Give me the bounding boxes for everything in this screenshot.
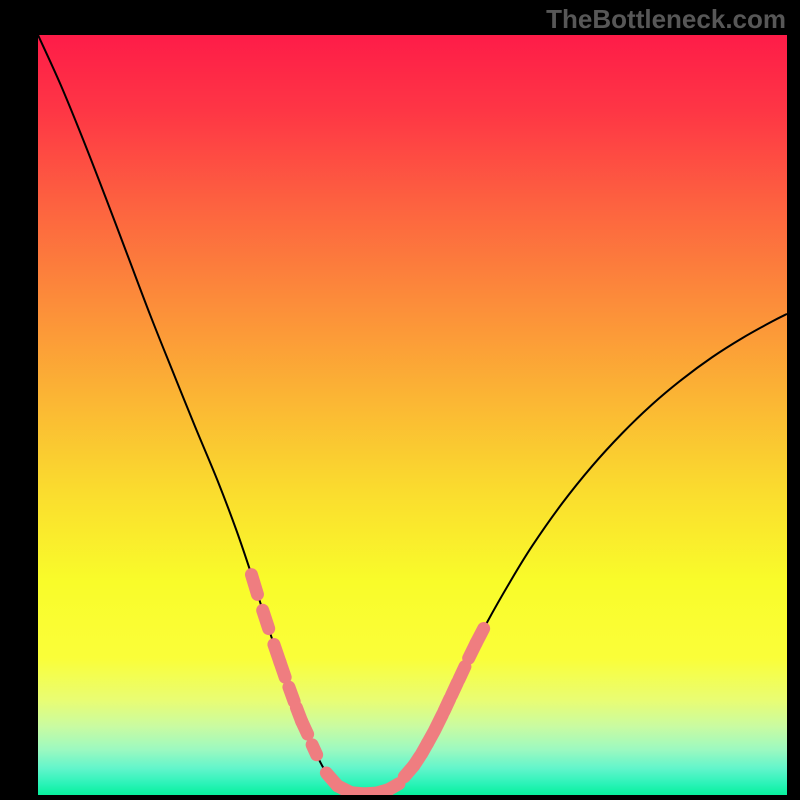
overlay-segment bbox=[263, 610, 269, 628]
bottleneck-curve bbox=[38, 35, 787, 794]
overlay-segment bbox=[476, 629, 483, 643]
overlay-segment bbox=[459, 667, 465, 680]
overlay-segment bbox=[302, 721, 308, 734]
overlay-segment bbox=[289, 687, 294, 701]
overlay-segment bbox=[280, 662, 285, 677]
curve-svg bbox=[38, 35, 787, 795]
overlay-segment bbox=[312, 745, 317, 755]
overlay-segment bbox=[389, 784, 399, 790]
watermark-label: TheBottleneck.com bbox=[546, 4, 786, 35]
plot-area bbox=[38, 35, 787, 795]
chart-stage: TheBottleneck.com bbox=[0, 0, 800, 800]
overlay-segment bbox=[251, 575, 257, 595]
overlay-segments bbox=[251, 575, 483, 794]
